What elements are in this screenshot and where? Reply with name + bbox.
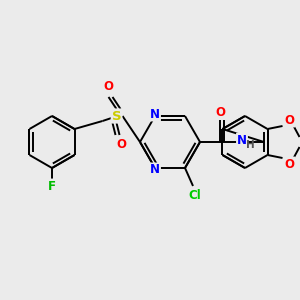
Text: H: H: [246, 140, 254, 150]
Text: O: O: [284, 158, 295, 170]
Text: N: N: [150, 107, 160, 121]
Text: S: S: [112, 110, 121, 122]
Text: N: N: [150, 164, 160, 176]
Text: Cl: Cl: [189, 190, 201, 202]
Text: O: O: [284, 113, 295, 127]
Text: F: F: [48, 179, 56, 193]
Text: O: O: [103, 80, 113, 94]
Text: O: O: [215, 106, 225, 118]
Text: N: N: [237, 134, 247, 146]
Text: O: O: [116, 139, 127, 152]
